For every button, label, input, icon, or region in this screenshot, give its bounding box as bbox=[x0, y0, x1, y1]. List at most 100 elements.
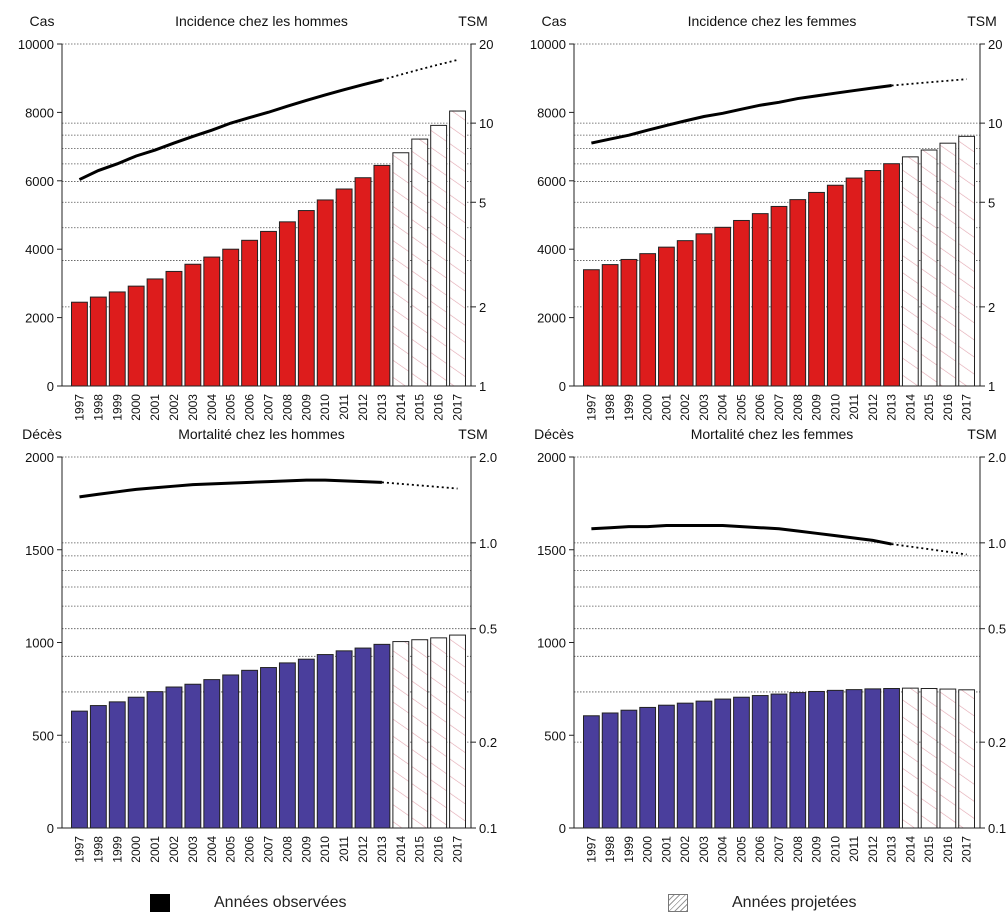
y-tick-label: 500 bbox=[544, 728, 566, 743]
x-tick-label: 2006 bbox=[243, 394, 257, 421]
x-tick-label: 2009 bbox=[810, 836, 824, 863]
x-tick-label: 2017 bbox=[960, 836, 974, 863]
bar-observed bbox=[676, 702, 694, 829]
bar-observed bbox=[89, 705, 107, 829]
y-tick-label: 1000 bbox=[25, 636, 54, 651]
x-tick-label: 2000 bbox=[641, 394, 655, 421]
chart-title: Incidence chez les femmes bbox=[688, 13, 857, 29]
tsm-line-projected bbox=[891, 543, 967, 556]
bar-observed bbox=[639, 706, 657, 829]
bar-observed bbox=[883, 688, 900, 829]
x-tick-label: 2003 bbox=[697, 836, 711, 863]
x-tick-label: 2005 bbox=[224, 394, 238, 421]
y2-tick-label: 1 bbox=[988, 379, 995, 394]
y-tick-label: 10000 bbox=[530, 37, 566, 52]
chart-panel-1: 0 2000 4000 6000 8000 10000 1 2 5 10 20 Incidence c… bbox=[18, 13, 494, 421]
x-tick-label: 2009 bbox=[810, 394, 824, 421]
chart-panel-4: 0 500 1000 1500 2000 0.1 0.2 0.5 1.0 2.0 Mortalité… bbox=[534, 426, 1006, 863]
x-tick-label: 2014 bbox=[394, 394, 408, 421]
x-tick-label: 1998 bbox=[603, 836, 617, 863]
bar-observed bbox=[108, 701, 126, 829]
y2-axis-label: TSM bbox=[458, 13, 488, 29]
x-tick-label: 2017 bbox=[451, 394, 465, 421]
x-tick-label: 2010 bbox=[828, 394, 842, 421]
legend-observed-swatch bbox=[150, 894, 170, 912]
y-tick-label: 2000 bbox=[537, 311, 566, 326]
tsm-line-observed bbox=[591, 524, 892, 546]
bar-observed bbox=[658, 704, 675, 829]
x-tick-label: 1999 bbox=[110, 394, 124, 421]
x-tick-label: 2016 bbox=[432, 836, 446, 863]
x-tick-label: 1998 bbox=[603, 394, 617, 421]
bar-observed bbox=[601, 712, 619, 829]
bar-observed bbox=[733, 219, 750, 387]
bar-observed bbox=[751, 213, 769, 387]
x-tick-label: 1999 bbox=[622, 836, 636, 863]
bar-observed bbox=[146, 691, 164, 829]
bar-observed bbox=[620, 709, 638, 829]
bar-observed bbox=[222, 674, 240, 829]
x-tick-label: 2002 bbox=[678, 394, 692, 421]
x-tick-label: 2013 bbox=[885, 836, 899, 863]
y-tick-label: 2000 bbox=[537, 450, 566, 465]
bar-projected bbox=[939, 142, 957, 387]
bar-projected bbox=[392, 152, 410, 387]
y-tick-label: 1500 bbox=[25, 543, 54, 558]
tsm-line-projected bbox=[381, 481, 458, 490]
x-tick-label: 2004 bbox=[205, 394, 219, 421]
bar-observed bbox=[733, 696, 750, 829]
bar-observed bbox=[127, 696, 145, 829]
y-tick-label: 6000 bbox=[537, 174, 566, 189]
x-tick-label: 2011 bbox=[337, 836, 351, 862]
x-tick-label: 2004 bbox=[716, 394, 730, 421]
x-tick-label: 2003 bbox=[186, 394, 200, 421]
y2-tick-label: 0.2 bbox=[479, 735, 497, 750]
x-tick-label: 2007 bbox=[772, 836, 786, 863]
y-tick-label: 4000 bbox=[25, 242, 54, 257]
bar-observed bbox=[335, 650, 353, 829]
bar-observed bbox=[165, 686, 183, 829]
legend-projected-swatch bbox=[668, 894, 688, 912]
bar-observed bbox=[695, 233, 713, 387]
bar-observed bbox=[845, 689, 863, 829]
tsm-line-observed bbox=[78, 78, 383, 181]
x-tick-label: 2016 bbox=[941, 836, 955, 863]
x-tick-label: 1997 bbox=[72, 394, 86, 421]
bar-observed bbox=[260, 230, 277, 387]
x-tick-label: 2016 bbox=[941, 394, 955, 421]
y-tick-label: 1500 bbox=[537, 543, 566, 558]
x-tick-label: 2002 bbox=[167, 394, 181, 421]
x-tick-label: 2010 bbox=[828, 836, 842, 863]
x-tick-label: 2012 bbox=[356, 836, 370, 863]
bar-observed bbox=[165, 270, 183, 387]
x-tick-label: 1997 bbox=[584, 836, 598, 863]
y-tick-label: 0 bbox=[559, 821, 566, 836]
bar-observed bbox=[620, 258, 638, 387]
legend-projected-label: Années projetées bbox=[732, 894, 857, 911]
bar-observed bbox=[222, 248, 240, 387]
x-tick-label: 2003 bbox=[186, 836, 200, 863]
y2-tick-label: 20 bbox=[479, 37, 493, 52]
legend-observed-label: Années observées bbox=[214, 894, 347, 911]
bar-observed bbox=[864, 170, 882, 387]
y-tick-label: 6000 bbox=[25, 174, 54, 189]
x-tick-label: 2005 bbox=[224, 836, 238, 863]
bar-projected bbox=[920, 688, 938, 829]
y-tick-label: 8000 bbox=[537, 105, 566, 120]
bar-observed bbox=[826, 184, 844, 387]
y2-tick-label: 0.5 bbox=[479, 622, 497, 637]
y-axis-label: Cas bbox=[30, 13, 55, 29]
bar-projected bbox=[901, 687, 919, 829]
bar-observed bbox=[260, 667, 277, 829]
y-tick-label: 2000 bbox=[25, 311, 54, 326]
x-tick-label: 2001 bbox=[659, 836, 673, 863]
chart-title: Incidence chez les hommes bbox=[175, 13, 348, 29]
bar-observed bbox=[203, 256, 221, 387]
x-tick-label: 2002 bbox=[167, 836, 181, 863]
bar-projected bbox=[411, 639, 429, 829]
x-tick-label: 2008 bbox=[791, 836, 805, 863]
y-axis-label: Cas bbox=[542, 13, 567, 29]
x-tick-label: 2001 bbox=[148, 836, 162, 863]
bar-observed bbox=[354, 647, 372, 829]
y2-tick-label: 0.1 bbox=[988, 821, 1006, 836]
